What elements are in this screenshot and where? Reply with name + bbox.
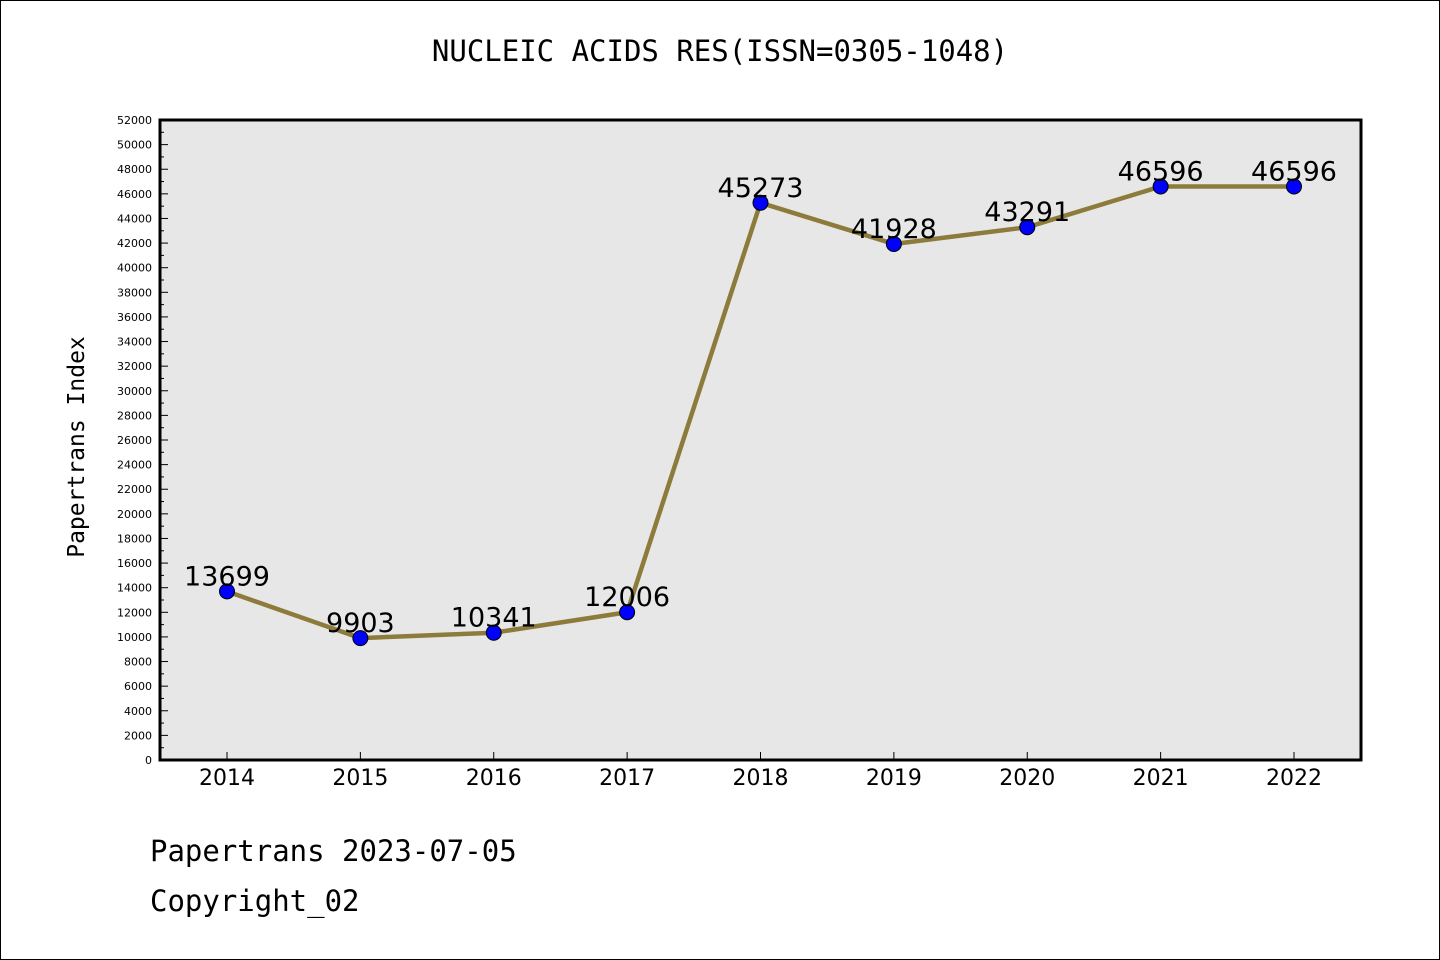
x-tick-label: 2019 — [866, 766, 922, 791]
data-point — [1286, 178, 1302, 195]
y-tick-label: 48000 — [117, 163, 152, 176]
y-tick-label: 34000 — [117, 336, 152, 349]
x-tick-label: 2018 — [733, 766, 789, 791]
y-tick-label: 0 — [145, 754, 152, 767]
y-tick-label: 42000 — [117, 237, 152, 250]
y-tick-label: 24000 — [117, 459, 152, 472]
y-tick-label: 32000 — [117, 360, 152, 373]
y-tick-label: 26000 — [117, 434, 152, 447]
footer-date: Papertrans 2023-07-05 — [150, 834, 517, 868]
y-tick-label: 46000 — [117, 188, 152, 201]
y-tick-label: 14000 — [117, 582, 152, 595]
data-label: 46596 — [1251, 157, 1337, 188]
chart-title: NUCLEIC ACIDS RES(ISSN=0305-1048) — [431, 34, 1009, 68]
data-point — [1019, 219, 1036, 236]
x-tick-label: 2017 — [599, 766, 655, 791]
data-label: 9903 — [326, 608, 395, 639]
data-point — [1152, 178, 1169, 195]
y-tick-label: 36000 — [117, 311, 152, 324]
y-tick-label: 16000 — [117, 557, 152, 570]
data-label: 10341 — [451, 603, 537, 634]
y-tick-label: 38000 — [117, 286, 152, 299]
y-tick-label: 22000 — [117, 483, 152, 496]
y-tick-label: 10000 — [117, 631, 152, 644]
y-tick-label: 40000 — [117, 262, 152, 275]
data-point — [752, 194, 769, 211]
x-tick-label: 2020 — [999, 766, 1055, 791]
y-tick-label: 18000 — [117, 532, 152, 545]
y-tick-label: 44000 — [117, 212, 152, 225]
y-axis: 0 2000 4000 6000 8000 10000 12000 14000 16000 180… — [117, 114, 168, 767]
y-tick-label: 2000 — [124, 729, 152, 742]
y-tick-label: 28000 — [117, 409, 152, 422]
data-label: 45273 — [718, 173, 804, 204]
y-tick-label: 12000 — [117, 606, 152, 619]
x-tick-label: 2016 — [466, 766, 522, 791]
y-tick-label: 6000 — [124, 680, 152, 693]
y-tick-label: 8000 — [124, 656, 152, 669]
y-tick-label: 4000 — [124, 705, 152, 718]
series: 13699 9903 10341 12006 45273 41928 43291 46596 4… — [184, 157, 1337, 647]
footer-copyright: Copyright_02 — [150, 884, 360, 918]
data-point — [619, 604, 636, 621]
plot-area — [160, 120, 1361, 760]
y-tick-label: 20000 — [117, 508, 152, 521]
data-point — [885, 235, 902, 252]
data-point — [352, 630, 369, 647]
data-label: 43291 — [984, 197, 1070, 228]
y-tick-label: 52000 — [117, 114, 152, 127]
data-label: 13699 — [184, 561, 270, 592]
data-label: 12006 — [584, 582, 670, 613]
data-point — [219, 583, 235, 600]
plot-border — [158, 118, 1363, 762]
y-tick-label: 30000 — [117, 385, 152, 398]
x-tick-label: 2015 — [332, 766, 388, 791]
x-tick-label: 2014 — [199, 766, 255, 791]
data-label: 41928 — [851, 214, 937, 245]
x-tick-label: 2022 — [1266, 766, 1322, 791]
y-tick-label: 50000 — [117, 139, 152, 152]
data-label: 46596 — [1118, 157, 1204, 188]
x-axis: 2014 2015 2016 2017 2018 2019 2020 2021 2022 — [199, 752, 1322, 791]
x-tick-label: 2021 — [1133, 766, 1189, 791]
data-point — [485, 624, 502, 641]
